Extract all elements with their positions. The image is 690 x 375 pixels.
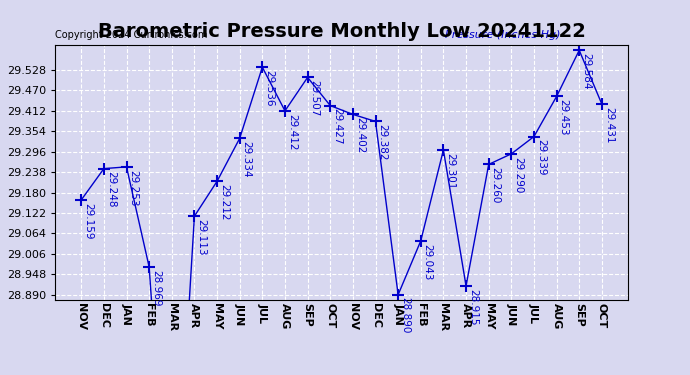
Text: 29.382: 29.382 bbox=[377, 124, 388, 161]
Text: 29.248: 29.248 bbox=[106, 171, 116, 208]
Text: 29.301: 29.301 bbox=[445, 153, 455, 189]
Text: 29.253: 29.253 bbox=[128, 170, 139, 206]
Text: Copyright 2024 Curtronics.com: Copyright 2024 Curtronics.com bbox=[55, 30, 208, 40]
Text: 29.113: 29.113 bbox=[197, 219, 206, 255]
Text: 29.339: 29.339 bbox=[536, 140, 546, 176]
Text: 29.043: 29.043 bbox=[423, 244, 433, 280]
Text: 29.584: 29.584 bbox=[581, 53, 591, 90]
Text: 29.431: 29.431 bbox=[604, 107, 614, 144]
Text: 28.915: 28.915 bbox=[468, 289, 478, 325]
Text: 28.890: 28.890 bbox=[400, 297, 410, 334]
Text: 29.212: 29.212 bbox=[219, 184, 229, 220]
Text: 29.334: 29.334 bbox=[241, 141, 252, 178]
Text: Pressure (Inches Hg): Pressure (Inches Hg) bbox=[444, 30, 560, 40]
Text: 29.536: 29.536 bbox=[264, 70, 274, 106]
Text: 29.260: 29.260 bbox=[491, 167, 501, 204]
Text: 29.290: 29.290 bbox=[513, 157, 523, 193]
Text: 29.427: 29.427 bbox=[332, 108, 342, 145]
Text: 28.051: 28.051 bbox=[0, 374, 1, 375]
Text: 29.507: 29.507 bbox=[310, 80, 319, 117]
Text: 29.159: 29.159 bbox=[83, 203, 93, 239]
Text: 29.402: 29.402 bbox=[355, 117, 365, 153]
Text: 28.969: 28.969 bbox=[151, 270, 161, 306]
Text: 29.412: 29.412 bbox=[287, 114, 297, 150]
Title: Barometric Pressure Monthly Low 20241122: Barometric Pressure Monthly Low 20241122 bbox=[97, 22, 586, 40]
Text: 29.453: 29.453 bbox=[558, 99, 569, 136]
